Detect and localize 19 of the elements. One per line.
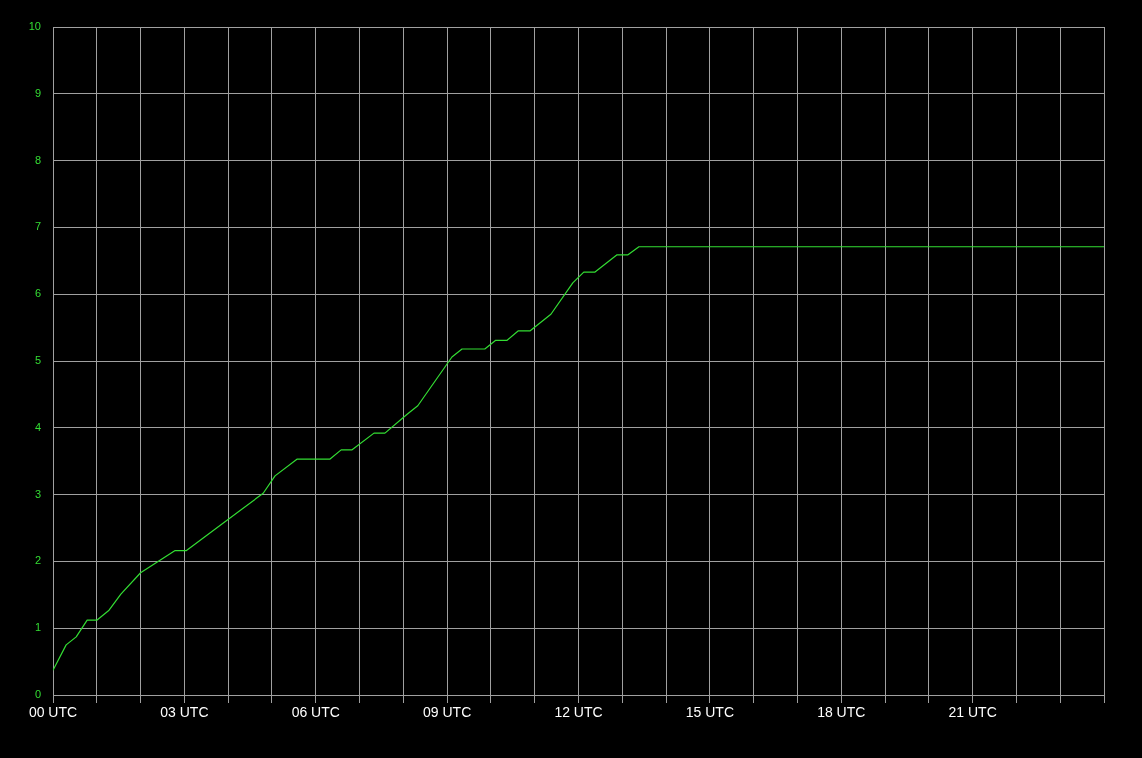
y-tick-label: 8 [34, 153, 41, 166]
x-tick-label: 21 UTC [948, 704, 997, 721]
y-tick-label: 10 [28, 20, 41, 33]
x-tick-label: 09 UTC [423, 704, 472, 721]
x-tick-label: 03 UTC [160, 704, 209, 721]
y-tick-label: 7 [34, 220, 41, 233]
x-tick-label: 06 UTC [291, 704, 340, 721]
x-tick-label: 12 UTC [554, 704, 603, 721]
y-tick-label: 6 [34, 287, 41, 300]
y-tick-label: 0 [34, 688, 41, 701]
y-tick-label: 5 [34, 354, 41, 367]
x-tick-label: 00 UTC [28, 704, 78, 721]
x-tick-label: 18 UTC [817, 704, 866, 721]
y-tick-label: 2 [34, 554, 41, 567]
y-tick-label: 3 [34, 487, 41, 500]
y-tick-label: 4 [34, 420, 41, 433]
y-tick-label: 1 [34, 621, 41, 634]
y-tick-label: 9 [34, 86, 41, 99]
x-tick-label: 15 UTC [685, 704, 734, 721]
